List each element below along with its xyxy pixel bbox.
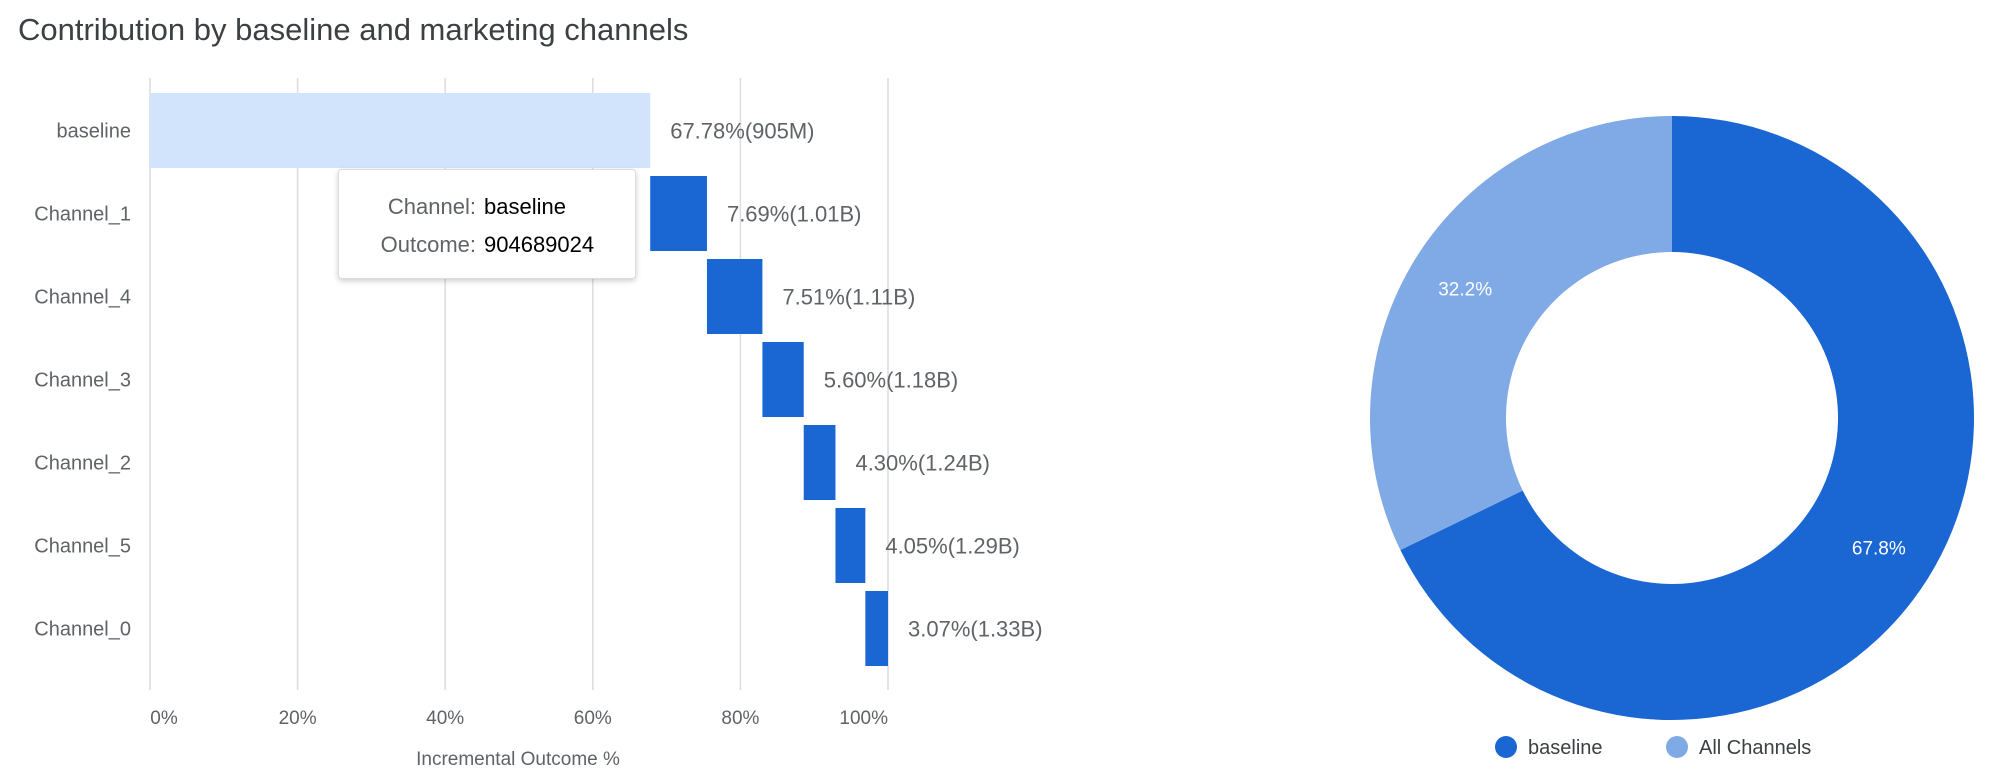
bar-channel-4 [706, 259, 763, 334]
legend-label: baseline [1528, 737, 1603, 759]
y-category-label: Channel_4 [34, 287, 131, 309]
data-label: 4.05%(1.29B) [885, 534, 1020, 559]
y-category-label: Channel_5 [34, 536, 131, 558]
data-label: 5.60%(1.18B) [824, 368, 959, 393]
bar-channel-1 [650, 176, 707, 251]
bar-baseline [150, 93, 651, 168]
legend-marker [1666, 736, 1688, 758]
slice-all-channels [1370, 116, 1672, 551]
x-tick-label: 60% [574, 708, 612, 729]
x-tick-label: 80% [721, 708, 759, 729]
data-label: 4.30%(1.24B) [855, 451, 990, 476]
bar-channel-5 [835, 508, 866, 583]
legend-label: All Channels [1699, 737, 1811, 759]
x-tick-label: 100% [839, 708, 888, 729]
x-tick-label: 0% [150, 708, 178, 729]
tooltip-outcome-label: Outcome: [380, 232, 476, 257]
y-category-label: Channel_2 [34, 453, 131, 475]
tooltip: Channel: baseline Outcome: 904689024 [338, 169, 636, 279]
slice-baseline [1400, 116, 1974, 720]
bar-channel-0 [865, 591, 888, 666]
y-category-label: Channel_0 [34, 619, 131, 641]
y-category-label: Channel_1 [34, 204, 131, 226]
bar-channel-2 [803, 425, 836, 500]
tooltip-channel-label: Channel: [387, 194, 476, 219]
chart-title: Contribution by baseline and marketing c… [18, 12, 689, 47]
x-tick-label: 20% [279, 708, 317, 729]
y-category-label: Channel_3 [34, 370, 131, 392]
waterfall-chart: 0% 20% 40% 60% 80% 100% Incremental Outcome % b… [34, 78, 1043, 770]
y-category-label: baseline [56, 121, 131, 143]
data-label: 67.78%(905M) [670, 119, 814, 144]
tooltip-outcome-value: 904689024 [484, 232, 595, 257]
x-tick-label: 40% [426, 708, 464, 729]
bar-channel-3 [762, 342, 804, 417]
tooltip-channel-value: baseline [484, 194, 566, 219]
slice-label: 32.2% [1438, 280, 1492, 301]
x-axis-title: Incremental Outcome % [416, 749, 620, 770]
legend-marker [1495, 736, 1517, 758]
data-label: 3.07%(1.33B) [908, 617, 1043, 642]
data-label: 7.51%(1.11B) [782, 285, 915, 310]
slice-label: 67.8% [1852, 538, 1906, 559]
data-label: 7.69%(1.01B) [727, 202, 862, 227]
